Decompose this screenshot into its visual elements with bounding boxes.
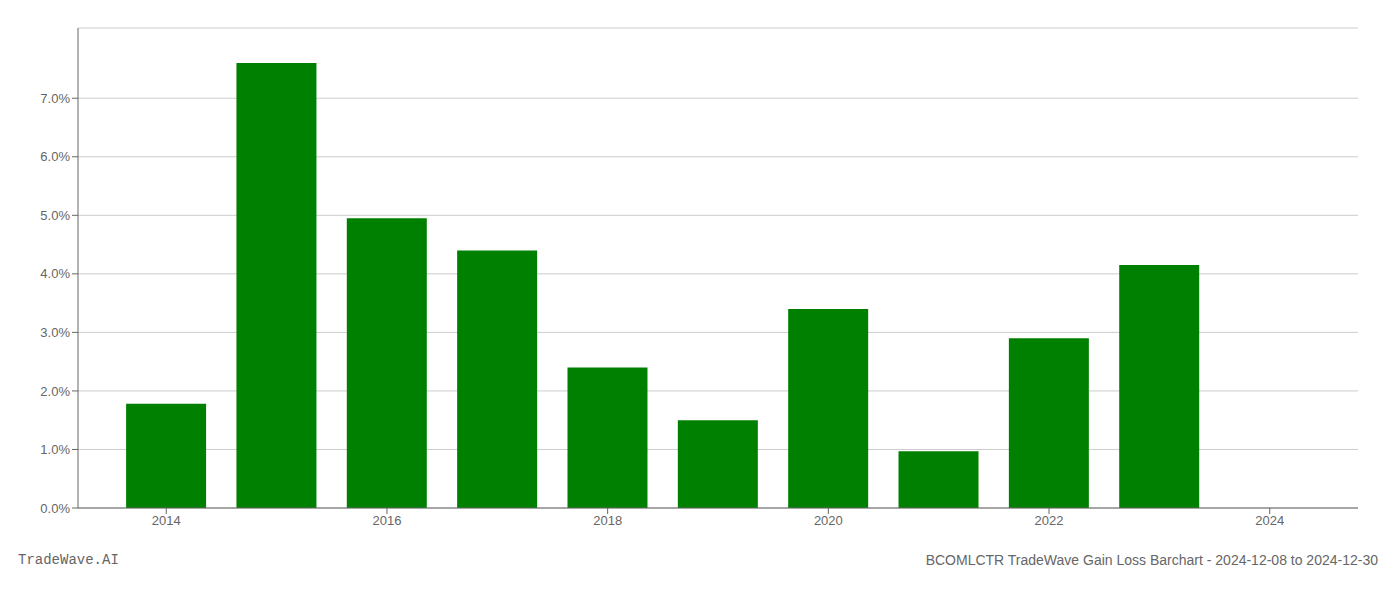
svg-text:7.0%: 7.0% (40, 91, 70, 106)
svg-text:6.0%: 6.0% (40, 149, 70, 164)
html-text:TradeWave.AI: TradeWave.AI (18, 552, 119, 568)
svg-text:2020: 2020 (814, 513, 843, 528)
svg-text:2014: 2014 (152, 513, 181, 528)
svg-text:3.0%: 3.0% (40, 325, 70, 340)
svg-text:2024: 2024 (1255, 513, 1284, 528)
svg-text:5.0%: 5.0% (40, 208, 70, 223)
svg-text:2016: 2016 (373, 513, 402, 528)
svg-text:4.0%: 4.0% (40, 266, 70, 281)
svg-text:2022: 2022 (1035, 513, 1064, 528)
svg-text:2.0%: 2.0% (40, 384, 70, 399)
html-text:BCOMLCTR TradeWave Gain Loss B: BCOMLCTR TradeWave Gain Loss Barchart - … (925, 552, 1378, 568)
svg-text:1.0%: 1.0% (40, 442, 70, 457)
svg-text:2018: 2018 (593, 513, 622, 528)
svg-text:0.0%: 0.0% (40, 501, 70, 516)
